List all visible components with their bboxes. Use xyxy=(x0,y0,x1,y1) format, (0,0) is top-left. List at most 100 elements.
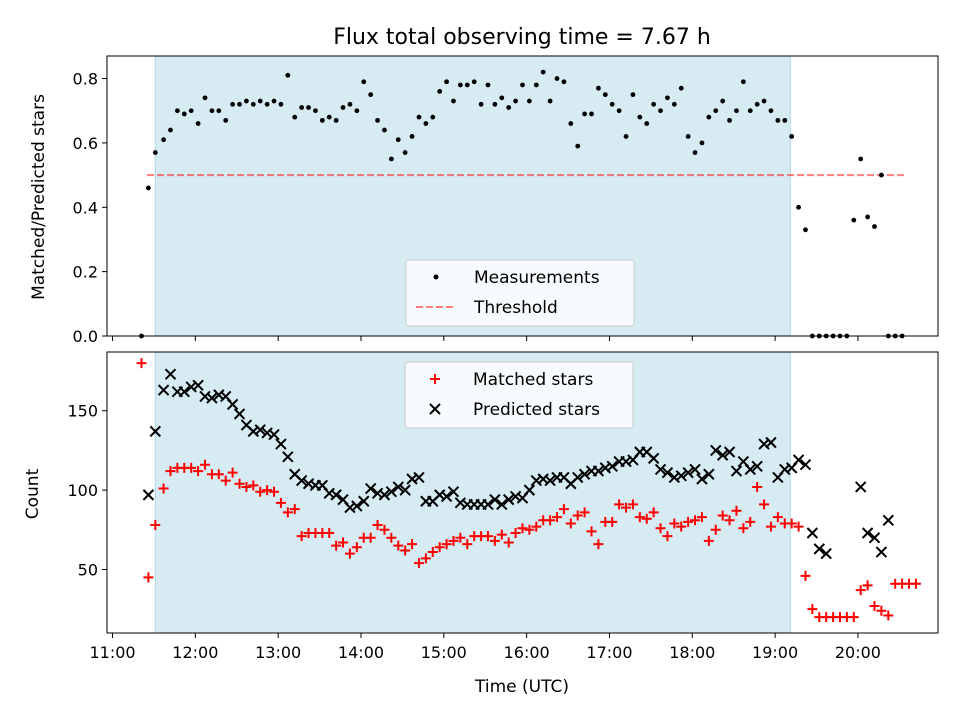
matched-stars-point xyxy=(627,499,638,510)
matched-stars-point xyxy=(634,512,645,523)
x-tick-label: 14:00 xyxy=(338,643,384,662)
measurement-point xyxy=(803,227,808,233)
matched-stars-point xyxy=(413,558,424,569)
predicted-stars-point xyxy=(606,460,618,473)
bottom-panel: 50 100 150 11:00 12:00 13:00 14:00 15:00 16:00 17… xyxy=(67,351,939,662)
measurement-point xyxy=(340,105,346,110)
matched-stars-point xyxy=(793,521,804,532)
predicted-stars-point xyxy=(164,368,177,380)
matched-stars-point xyxy=(165,466,176,477)
measurement-point xyxy=(665,95,670,101)
matched-stars-point xyxy=(338,537,349,548)
measurement-point xyxy=(858,156,864,162)
measurement-point xyxy=(244,98,249,104)
predicted-stars-point xyxy=(157,384,170,396)
y-axis-label-bottom: Count xyxy=(23,468,43,519)
predicted-stars-point xyxy=(385,485,398,498)
predicted-stars-point xyxy=(744,463,756,476)
matched-stars-point xyxy=(786,518,797,529)
measurement-point xyxy=(506,105,512,110)
y-tick-label: 0.8 xyxy=(73,70,98,89)
predicted-stars-point xyxy=(799,459,812,471)
measurement-point xyxy=(589,111,594,117)
y-tick-label: 100 xyxy=(67,481,98,500)
measurement-point xyxy=(181,111,187,117)
matched-stars-point xyxy=(848,612,859,623)
axes-frame xyxy=(106,55,939,337)
matched-stars-point xyxy=(143,572,154,583)
matched-stars-point xyxy=(690,515,701,526)
predicted-stars-point xyxy=(806,527,819,539)
measurement-point xyxy=(609,101,615,107)
matched-stars-point xyxy=(275,497,286,508)
predicted-stars-point xyxy=(854,481,867,493)
matched-stars-point xyxy=(200,459,211,470)
measurement-point xyxy=(464,82,470,88)
measurement-point xyxy=(264,101,270,107)
predicted-stars-point xyxy=(178,385,191,398)
matched-stars-point xyxy=(759,499,770,510)
legend-label: Threshold xyxy=(473,298,558,318)
matched-stars-point xyxy=(213,469,224,480)
x-tick-label: 20:00 xyxy=(835,643,881,662)
predicted-stars-point xyxy=(861,527,874,539)
x-axis-label: Time (UTC) xyxy=(474,677,569,697)
measurement-point xyxy=(520,82,525,88)
matched-stars-point xyxy=(282,507,293,518)
measurement-point xyxy=(796,204,801,210)
predicted-stars-point xyxy=(496,498,508,511)
predicted-stars-point xyxy=(523,484,536,496)
matched-stars-point xyxy=(400,545,411,556)
y-tick-label: 50 xyxy=(78,560,98,579)
series-0 xyxy=(139,69,905,339)
matched-stars-point xyxy=(683,516,694,527)
chart-title: Flux total observing time = 7.67 h xyxy=(333,25,711,50)
measurement-point xyxy=(471,79,477,85)
predicted-stars-point xyxy=(351,500,363,512)
x-tick-label: 17:00 xyxy=(586,643,632,662)
predicted-stars-point xyxy=(392,481,404,493)
x-tick-label: 12:00 xyxy=(172,643,218,662)
matched-stars-point xyxy=(579,507,590,518)
predicted-stars-point xyxy=(413,471,425,484)
measurement-point xyxy=(582,111,588,117)
x-tick-label: 16:00 xyxy=(504,643,550,662)
matched-stars-point xyxy=(752,481,763,492)
matched-stars-point xyxy=(262,485,273,496)
measurement-point xyxy=(161,137,166,143)
legend-label: Measurements xyxy=(474,268,600,288)
matched-stars-point xyxy=(427,547,438,558)
predicted-stars-point xyxy=(447,485,460,498)
matched-stars-point xyxy=(489,535,500,546)
measurement-point xyxy=(292,114,298,120)
matched-stars-point xyxy=(517,523,528,534)
measurement-point xyxy=(740,79,746,85)
matched-stars-point xyxy=(703,535,714,546)
predicted-stars-point xyxy=(572,471,584,484)
matched-stars-point xyxy=(676,521,687,532)
measurement-point xyxy=(699,140,705,146)
matched-stars-point xyxy=(441,539,452,550)
predicted-stars-point xyxy=(544,474,556,487)
predicted-stars-point xyxy=(502,493,515,506)
predicted-stars-point xyxy=(295,474,308,487)
matched-stars-point xyxy=(655,523,666,534)
measurement-point xyxy=(499,95,505,101)
matched-stars-point xyxy=(662,531,673,542)
matched-stars-point xyxy=(586,526,597,537)
measurement-point xyxy=(637,114,643,120)
matched-stars-point xyxy=(248,480,259,491)
measurement-point xyxy=(575,143,581,149)
predicted-stars-point xyxy=(399,484,411,496)
predicted-stars-point xyxy=(482,498,494,511)
measurement-point xyxy=(152,150,158,155)
matched-stars-point xyxy=(255,486,266,497)
predicted-stars-point xyxy=(330,489,342,501)
measurement-point xyxy=(706,114,712,120)
predicted-stars-point xyxy=(358,495,370,507)
measurement-point xyxy=(865,214,870,220)
matched-stars-point xyxy=(136,358,147,369)
predicted-stars-point xyxy=(703,468,715,480)
matched-stars-point xyxy=(324,527,335,538)
measurement-point xyxy=(409,134,415,139)
